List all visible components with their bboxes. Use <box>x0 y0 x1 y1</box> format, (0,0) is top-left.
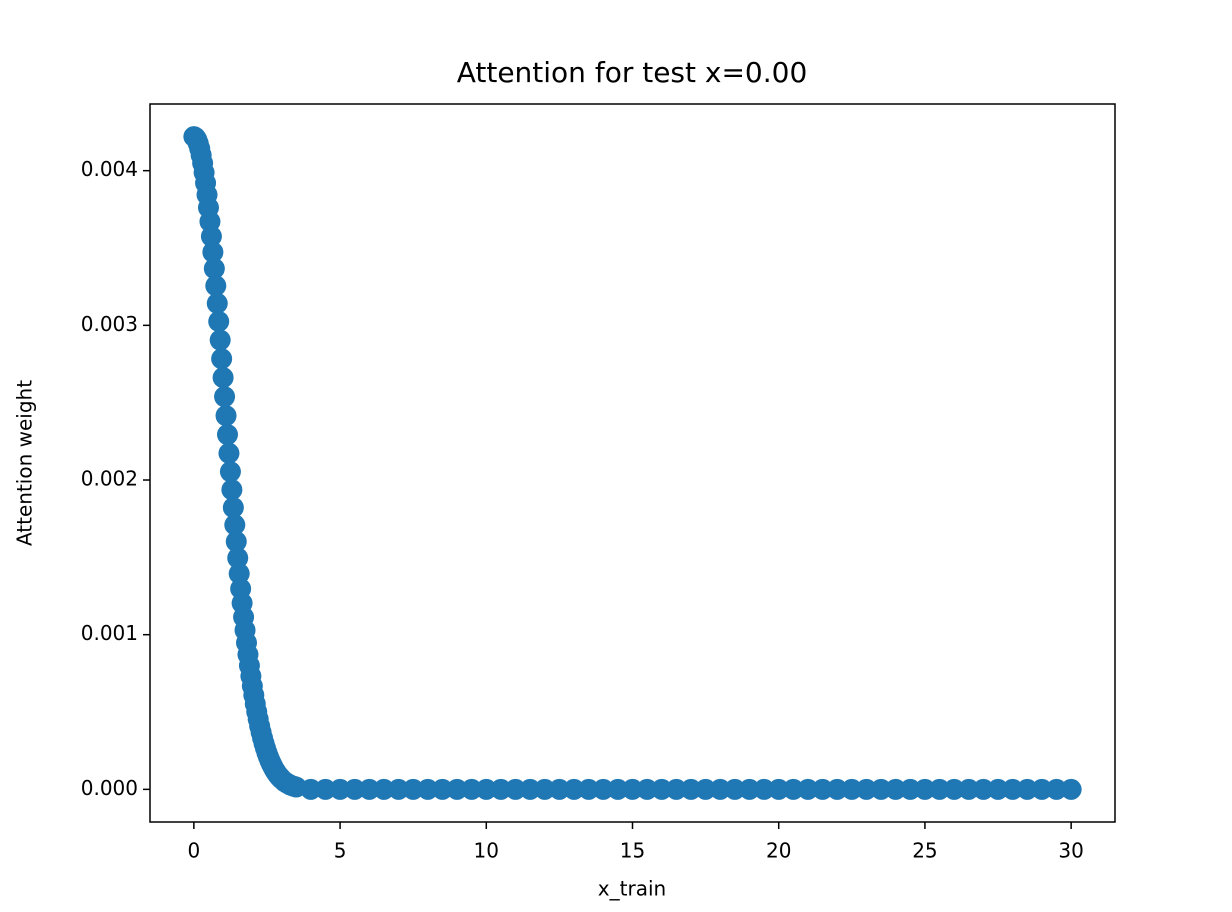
x-tick-label: 15 <box>620 839 645 863</box>
point <box>826 778 848 800</box>
point <box>446 778 468 800</box>
point <box>214 386 236 408</box>
point <box>651 778 673 800</box>
y-axis-label: Attention weight <box>13 380 37 546</box>
point <box>1031 778 1053 800</box>
point <box>202 241 224 263</box>
point <box>475 778 497 800</box>
point <box>225 531 247 553</box>
point <box>221 479 243 501</box>
point <box>1002 778 1024 800</box>
point <box>1016 778 1038 800</box>
point <box>1046 778 1068 800</box>
point <box>417 778 439 800</box>
point <box>534 778 556 800</box>
y-tick-label: 0.004 <box>81 157 138 181</box>
point <box>622 778 643 800</box>
point <box>563 778 585 800</box>
point <box>218 442 240 464</box>
point <box>208 310 230 332</box>
x-tick-label: 25 <box>912 839 937 863</box>
point <box>505 778 527 800</box>
y-tick-label: 0.003 <box>81 312 138 336</box>
x-tick-label: 10 <box>474 839 499 863</box>
point <box>228 563 250 585</box>
point <box>548 778 570 800</box>
plot-frame <box>149 103 1116 823</box>
point <box>224 514 246 536</box>
point <box>797 778 819 800</box>
point <box>200 225 222 247</box>
point <box>358 778 380 800</box>
point <box>709 778 731 800</box>
point <box>215 405 237 427</box>
y-tick-label: 0.002 <box>81 467 138 491</box>
point <box>636 778 658 800</box>
point <box>987 778 1009 800</box>
point <box>388 778 410 800</box>
point <box>373 778 395 800</box>
point <box>212 367 234 389</box>
point <box>592 778 614 800</box>
x-tick-label: 30 <box>1058 839 1083 863</box>
point <box>578 778 600 800</box>
point <box>812 778 834 800</box>
point <box>885 778 907 800</box>
point <box>929 778 951 800</box>
point <box>206 292 228 314</box>
point <box>914 778 936 800</box>
y-tick-label: 0.000 <box>81 776 138 800</box>
point <box>519 778 541 800</box>
point <box>402 778 424 800</box>
point <box>300 778 322 800</box>
point <box>222 497 244 519</box>
point <box>314 778 336 800</box>
point <box>329 778 351 800</box>
point <box>958 778 980 800</box>
point <box>203 258 225 280</box>
x-axis-label: x_train <box>598 877 666 901</box>
point <box>209 329 231 351</box>
point <box>972 778 994 800</box>
point <box>607 778 629 800</box>
point <box>490 778 512 800</box>
chart-title: Attention for test x=0.00 <box>457 56 808 89</box>
point <box>1060 778 1082 800</box>
point <box>344 778 366 800</box>
point <box>768 778 790 800</box>
point <box>431 778 453 800</box>
point <box>461 778 483 800</box>
y-tick-label: 0.001 <box>81 621 138 645</box>
x-tick-label: 20 <box>766 839 791 863</box>
point <box>841 778 863 800</box>
point <box>782 778 804 800</box>
point <box>216 424 238 446</box>
point <box>855 778 877 800</box>
point <box>665 778 687 800</box>
point <box>870 778 892 800</box>
point <box>899 778 921 800</box>
point <box>738 778 760 800</box>
x-tick-label: 5 <box>334 839 347 863</box>
point <box>219 461 241 483</box>
point <box>211 348 233 370</box>
point <box>205 275 227 297</box>
point <box>695 778 717 800</box>
point <box>724 778 746 800</box>
x-tick-label: 0 <box>187 839 200 863</box>
point <box>753 778 775 800</box>
point <box>227 547 249 569</box>
point <box>943 778 965 800</box>
point <box>680 778 702 800</box>
